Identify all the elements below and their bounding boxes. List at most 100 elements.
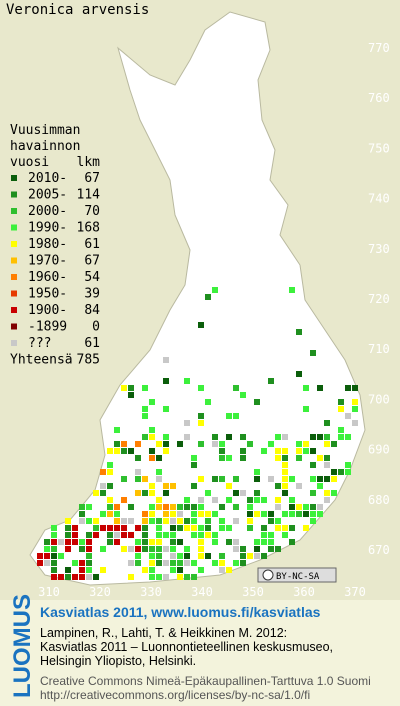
record-square: [275, 434, 281, 440]
record-square: [184, 434, 190, 440]
record-square: [114, 518, 120, 524]
record-square: [282, 532, 288, 538]
legend: 2010- 67 2005- 114 2000- 70 1990- 168 1980- 61 197…: [10, 171, 100, 368]
record-square: [296, 483, 302, 489]
legend-swatch: [11, 257, 17, 264]
record-square: [184, 574, 190, 580]
legend-label: -1899: [28, 320, 67, 335]
record-square: [86, 574, 92, 580]
x-grid-label: 350: [242, 585, 264, 599]
record-square: [219, 441, 225, 447]
record-square: [310, 462, 316, 468]
x-grid-label: 310: [38, 585, 60, 599]
record-square: [254, 469, 260, 475]
record-square: [184, 560, 190, 566]
badge-box: [257, 567, 337, 583]
record-square: [156, 553, 162, 559]
record-square: [121, 525, 127, 531]
record-square: [212, 287, 218, 293]
record-square: [261, 511, 267, 517]
record-square: [198, 546, 204, 552]
record-square: [100, 483, 106, 489]
record-square: [149, 567, 155, 573]
legend-swatch: [11, 224, 17, 231]
record-square: [191, 504, 197, 510]
record-square: [226, 483, 232, 489]
record-square: [289, 287, 295, 293]
record-square: [135, 539, 141, 545]
legend-label: 1900-: [28, 303, 67, 318]
legend-heading: havainnon: [10, 139, 80, 154]
record-square: [324, 476, 330, 482]
record-square: [79, 539, 85, 545]
legend-count: 67: [84, 171, 100, 186]
record-square: [275, 483, 281, 489]
record-square: [282, 490, 288, 496]
record-square: [51, 539, 57, 545]
record-square: [254, 553, 260, 559]
record-square: [261, 532, 267, 538]
legend-heading: vuosi: [10, 155, 49, 170]
record-square: [275, 504, 281, 510]
record-square: [86, 504, 92, 510]
record-square: [268, 539, 274, 545]
record-square: [331, 490, 337, 496]
legend-label: 1950-: [28, 287, 67, 302]
record-square: [44, 546, 50, 552]
record-square: [107, 469, 113, 475]
record-square: [79, 567, 85, 573]
record-square: [93, 490, 99, 496]
record-square: [86, 553, 92, 559]
record-square: [198, 441, 204, 447]
record-square: [149, 574, 155, 580]
record-square: [324, 434, 330, 440]
record-square: [240, 448, 246, 454]
record-square: [268, 511, 274, 517]
record-square: [282, 448, 288, 454]
record-square: [261, 539, 267, 545]
record-square: [219, 476, 225, 482]
legend-count: 70: [84, 204, 100, 219]
record-square: [184, 378, 190, 384]
record-square: [79, 518, 85, 524]
record-square: [86, 539, 92, 545]
record-square: [51, 525, 57, 531]
record-square: [149, 399, 155, 405]
record-square: [135, 469, 141, 475]
badge-text: BY-NC-SA: [276, 572, 320, 582]
record-square: [86, 546, 92, 552]
record-square: [282, 455, 288, 461]
record-square: [100, 567, 106, 573]
record-square: [79, 511, 85, 517]
record-square: [100, 490, 106, 496]
total-label: Yhteensä: [10, 353, 73, 368]
record-square: [135, 455, 141, 461]
y-grid-label: 670: [368, 543, 390, 557]
record-square: [191, 483, 197, 489]
record-square: [142, 518, 148, 524]
record-square: [282, 462, 288, 468]
record-square: [149, 448, 155, 454]
record-square: [191, 518, 197, 524]
record-square: [156, 560, 162, 566]
record-square: [198, 413, 204, 419]
record-square: [226, 434, 232, 440]
record-square: [268, 378, 274, 384]
record-square: [268, 546, 274, 552]
record-square: [275, 525, 281, 531]
record-square: [51, 567, 57, 573]
record-square: [156, 455, 162, 461]
y-grid-label: 760: [368, 91, 390, 105]
record-square: [296, 511, 302, 517]
record-square: [233, 539, 239, 545]
record-square: [184, 518, 190, 524]
record-square: [296, 455, 302, 461]
record-square: [121, 385, 127, 391]
record-square: [170, 504, 176, 510]
record-square: [177, 574, 183, 580]
record-square: [345, 469, 351, 475]
record-square: [261, 553, 267, 559]
record-square: [51, 553, 57, 559]
record-square: [254, 490, 260, 496]
